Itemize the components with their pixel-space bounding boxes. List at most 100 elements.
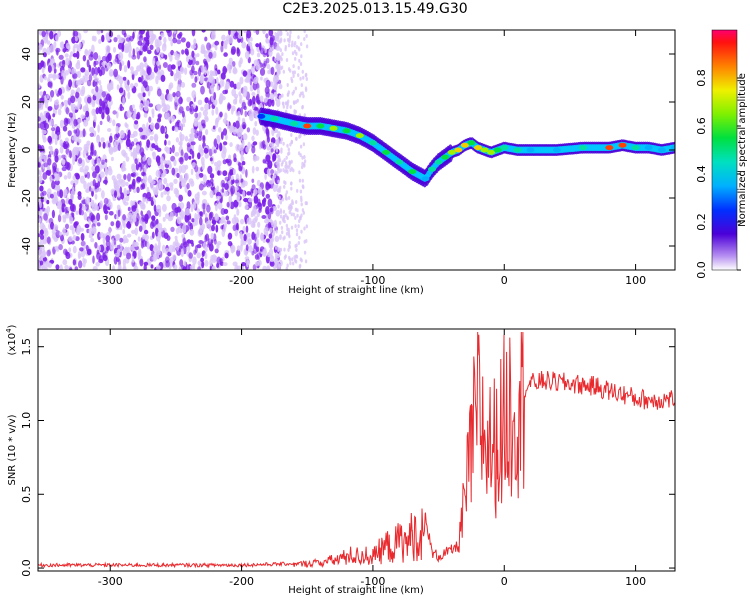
- noise-speckle: [173, 159, 177, 167]
- noise-speckle: [245, 225, 249, 233]
- noise-speckle: [265, 193, 270, 199]
- noise-speckle: [192, 201, 197, 209]
- track-point: [500, 145, 509, 151]
- noise-speckle: [255, 166, 260, 172]
- noise-speckle: [195, 175, 200, 180]
- noise-speckle: [221, 34, 226, 41]
- noise-speckle: [174, 235, 178, 240]
- noise-speckle: [279, 168, 282, 173]
- noise-speckle: [254, 120, 258, 127]
- noise-speckle: [232, 126, 238, 135]
- noise-speckle: [164, 139, 167, 146]
- noise-speckle: [62, 88, 65, 94]
- track-point: [618, 142, 627, 148]
- noise-speckle: [42, 257, 48, 262]
- noise-speckle: [77, 194, 82, 201]
- noise-speckle: [303, 113, 306, 118]
- noise-speckle: [216, 85, 220, 91]
- noise-speckle: [247, 141, 251, 149]
- noise-speckle: [40, 152, 45, 160]
- noise-speckle: [176, 39, 182, 45]
- noise-speckle: [74, 266, 79, 270]
- noise-speckle: [92, 255, 95, 264]
- noise-speckle: [295, 243, 298, 248]
- noise-speckle: [180, 81, 186, 88]
- noise-speckle: [82, 75, 85, 84]
- noise-speckle: [150, 200, 154, 206]
- spectrogram-x-label: Height of straight line (km): [288, 285, 424, 296]
- noise-speckle: [160, 125, 165, 134]
- snr-y-multiplier-close: ): [7, 324, 18, 328]
- noise-speckle: [48, 137, 52, 145]
- noise-speckle: [175, 189, 180, 195]
- noise-speckle: [119, 103, 123, 112]
- noise-speckle: [286, 216, 289, 221]
- noise-speckle: [125, 85, 130, 92]
- noise-speckle: [275, 99, 281, 107]
- track-point: [460, 142, 469, 148]
- track-point: [441, 154, 450, 160]
- noise-speckle: [292, 261, 295, 266]
- noise-speckle: [255, 43, 260, 48]
- noise-speckle: [78, 138, 82, 144]
- noise-speckle: [214, 202, 218, 212]
- noise-speckle: [138, 225, 143, 232]
- track-point: [513, 147, 522, 153]
- noise-speckle: [185, 105, 190, 112]
- noise-speckle: [151, 215, 156, 221]
- noise-speckle: [82, 128, 86, 138]
- noise-speckle: [68, 79, 73, 88]
- noise-speckle: [168, 163, 172, 170]
- noise-speckle: [197, 191, 200, 197]
- noise-speckle: [164, 133, 169, 139]
- noise-speckle: [204, 252, 208, 260]
- noise-speckle: [46, 249, 51, 257]
- noise-speckle: [78, 207, 82, 216]
- track-point: [526, 147, 535, 153]
- noise-speckle: [82, 55, 87, 62]
- noise-speckle: [204, 36, 208, 42]
- noise-speckle: [289, 105, 292, 109]
- noise-speckle: [135, 176, 141, 184]
- colorbar-tick-label: 0.2: [695, 213, 708, 231]
- noise-speckle: [180, 210, 185, 218]
- noise-speckle: [108, 146, 114, 155]
- noise-speckle: [65, 213, 70, 219]
- noise-speckle: [41, 129, 47, 135]
- noise-speckle: [113, 133, 119, 141]
- noise-speckle: [285, 161, 288, 166]
- noise-speckle: [56, 202, 61, 210]
- noise-speckle: [275, 148, 279, 153]
- noise-speckle: [252, 109, 258, 118]
- noise-speckle: [101, 91, 107, 98]
- noise-speckle: [262, 30, 266, 35]
- noise-speckle: [142, 92, 146, 98]
- noise-speckle: [203, 147, 209, 154]
- noise-speckle: [113, 68, 118, 78]
- noise-speckle: [77, 118, 82, 124]
- noise-speckle: [223, 120, 229, 125]
- noise-speckle: [269, 255, 275, 263]
- noise-speckle: [140, 151, 145, 158]
- noise-speckle: [176, 84, 181, 93]
- noise-speckle: [40, 60, 45, 68]
- noise-speckle: [116, 34, 121, 40]
- track-point: [368, 140, 377, 146]
- noise-speckle: [49, 44, 55, 53]
- noise-speckle: [282, 236, 285, 241]
- noise-speckle: [292, 212, 295, 217]
- noise-speckle: [230, 175, 234, 181]
- noise-speckle: [222, 159, 227, 165]
- noise-speckle: [290, 202, 293, 207]
- noise-speckle: [148, 103, 153, 108]
- noise-speckle: [274, 57, 277, 62]
- noise-speckle: [47, 158, 52, 166]
- noise-speckle: [124, 48, 130, 54]
- noise-speckle: [105, 235, 111, 243]
- snr-y-label: SNR (10 * v/v): [7, 414, 18, 485]
- noise-speckle: [210, 239, 214, 244]
- noise-speckle: [173, 51, 178, 57]
- noise-speckle: [209, 173, 215, 179]
- noise-speckle: [299, 153, 302, 158]
- noise-speckle: [297, 73, 300, 78]
